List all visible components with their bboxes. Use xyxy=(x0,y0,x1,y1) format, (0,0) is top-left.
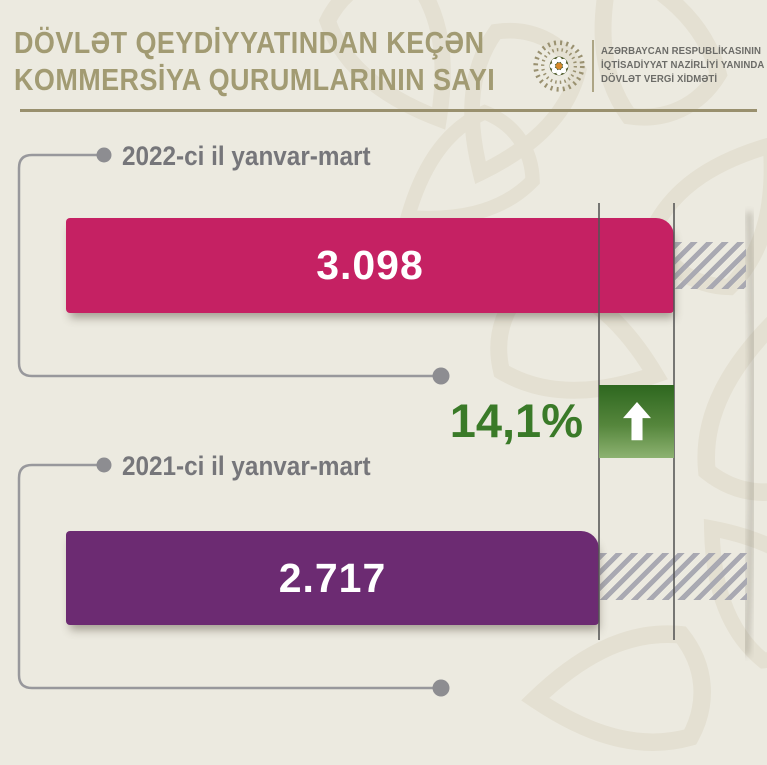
bar-2021: 2.717 xyxy=(66,531,599,625)
watermark-edge-shadow xyxy=(742,211,757,656)
hatch-extension-2022 xyxy=(675,242,746,289)
title-underline xyxy=(20,109,757,112)
org-name: AZƏRBAYCAN RESPUBLİKASININ İQTİSADİYYAT … xyxy=(601,45,764,87)
org-logo: AZƏRBAYCAN RESPUBLİKASININ İQTİSADİYYAT … xyxy=(531,38,767,94)
page-title-line2: KOMMERSİYA QURUMLARININ SAYI xyxy=(14,62,496,97)
emblem-flower-petals xyxy=(549,56,569,76)
org-name-line3: DÖVLƏT VERGİ XİDMƏTİ xyxy=(601,74,718,85)
bar-value-2022: 3.098 xyxy=(316,242,424,288)
emblem-flower-center xyxy=(555,62,563,70)
growth-percent-label: 14,1% xyxy=(449,394,583,447)
up-arrow-icon xyxy=(622,401,651,441)
org-name-line2: İQTİSADİYYAT NAZİRLİYİ YANINDA xyxy=(601,60,765,71)
ministry-emblem-icon xyxy=(533,40,585,92)
emblem-outer-ring xyxy=(533,40,585,92)
growth-indicator xyxy=(599,385,674,458)
watermark-petals xyxy=(318,0,767,753)
category-label-2021: 2021-ci il yanvar-mart xyxy=(122,451,371,481)
page-title: DÖVLƏT QEYDİYYATINDAN KEÇƏN KOMMERSİYA Q… xyxy=(14,24,495,98)
up-arrow-shape xyxy=(622,401,651,441)
page-title-line1: DÖVLƏT QEYDİYYATINDAN KEÇƏN xyxy=(14,25,485,60)
bar-value-2021: 2.717 xyxy=(278,554,387,601)
reference-line-3098 xyxy=(673,203,675,640)
emblem-inner-ring xyxy=(541,48,577,84)
bar-2022: 3.098 xyxy=(66,218,674,313)
org-name-line1: AZƏRBAYCAN RESPUBLİKASININ xyxy=(601,46,762,57)
category-label-2022: 2022-ci il yanvar-mart xyxy=(122,141,371,171)
logo-divider xyxy=(592,40,594,92)
